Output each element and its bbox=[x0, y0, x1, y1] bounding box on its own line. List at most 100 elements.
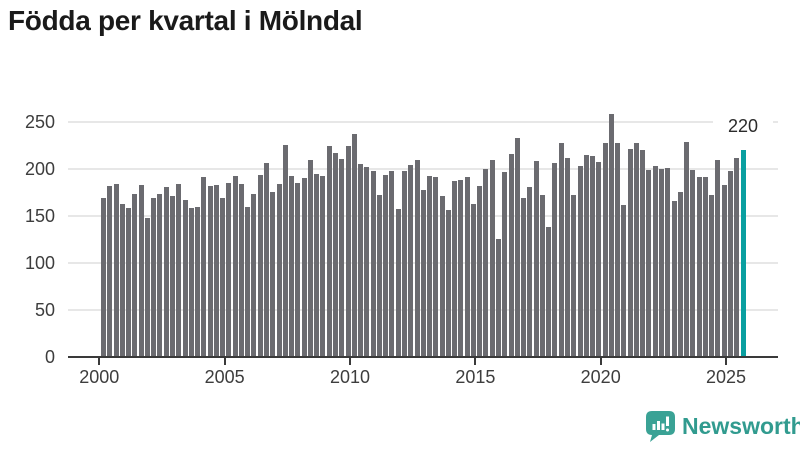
bar-2008Q4 bbox=[320, 175, 326, 357]
bar-2007Q2 bbox=[282, 144, 288, 357]
bar-2021Q4 bbox=[646, 169, 652, 357]
bar-2009Q3 bbox=[339, 158, 345, 357]
bar-2015Q3 bbox=[489, 159, 495, 357]
bar-2005Q2 bbox=[232, 175, 238, 357]
y-axis-label: 0 bbox=[44, 347, 55, 367]
bar-2018Q4 bbox=[571, 195, 577, 357]
bar-2003Q1 bbox=[176, 184, 182, 357]
gridline bbox=[68, 121, 778, 123]
bar-2004Q3 bbox=[213, 184, 219, 357]
bar-2009Q2 bbox=[332, 153, 338, 357]
bar-2025Q2 bbox=[734, 157, 740, 357]
bar-2025Q1 bbox=[728, 170, 733, 357]
bar-2002Q4 bbox=[169, 196, 175, 357]
bar-2024Q4 bbox=[721, 184, 727, 357]
bar-2008Q1 bbox=[301, 178, 307, 357]
bar-2000Q2 bbox=[107, 185, 113, 357]
bar-2012Q3 bbox=[414, 159, 420, 357]
bar-2018Q2 bbox=[558, 142, 564, 357]
bar-2006Q4 bbox=[270, 191, 276, 357]
bar-2004Q2 bbox=[207, 185, 213, 357]
bar-2012Q4 bbox=[420, 189, 426, 357]
x-axis-label: 2010 bbox=[329, 367, 371, 387]
bar-2013Q3 bbox=[439, 196, 445, 357]
bar-2006Q2 bbox=[257, 174, 263, 357]
bar-2014Q2 bbox=[458, 180, 464, 357]
last-value-label: 220 bbox=[713, 116, 774, 136]
bar-2015Q1 bbox=[477, 185, 483, 357]
bar-2008Q2 bbox=[307, 159, 313, 357]
bar-2005Q3 bbox=[238, 184, 244, 357]
bar-2000Q4 bbox=[119, 203, 125, 357]
brand-name: Newsworthy bbox=[682, 413, 800, 439]
bar-2009Q4 bbox=[345, 146, 351, 357]
bar-2015Q2 bbox=[483, 169, 489, 357]
bar-2014Q4 bbox=[470, 203, 476, 357]
bar-2022Q3 bbox=[665, 168, 671, 357]
bar-2020Q1 bbox=[602, 142, 608, 357]
bar-2019Q4 bbox=[596, 162, 602, 357]
bar-2009Q1 bbox=[326, 145, 332, 357]
bar-2010Q4 bbox=[370, 170, 376, 357]
x-axis-tick bbox=[98, 358, 101, 365]
bar-2003Q4 bbox=[195, 206, 201, 357]
bar-2022Q2 bbox=[659, 169, 665, 357]
bar-2007Q3 bbox=[289, 175, 295, 357]
x-axis-label: 2000 bbox=[79, 367, 120, 387]
bar-2020Q2 bbox=[608, 113, 614, 357]
bar-2007Q4 bbox=[295, 183, 301, 357]
bar-2016Q2 bbox=[508, 153, 514, 357]
bar-2019Q2 bbox=[583, 154, 589, 357]
bar-2012Q2 bbox=[408, 165, 414, 357]
bar-2017Q2 bbox=[533, 161, 539, 357]
bar-2023Q1 bbox=[677, 191, 683, 357]
bar-2023Q3 bbox=[690, 169, 696, 357]
bar-2016Q3 bbox=[514, 137, 520, 357]
x-axis-tick bbox=[474, 358, 477, 365]
bar-2023Q4 bbox=[696, 177, 702, 357]
chart-title: Födda per kvartal i Mölndal bbox=[8, 5, 363, 36]
bar-2002Q2 bbox=[157, 194, 163, 357]
brand-footer[interactable]: Newsworthy bbox=[646, 411, 800, 442]
y-axis-label: 250 bbox=[24, 112, 55, 132]
x-axis-label: 2005 bbox=[204, 367, 245, 387]
bar-2020Q3 bbox=[615, 142, 621, 357]
bar-2016Q4 bbox=[521, 198, 527, 357]
y-axis-label: 150 bbox=[24, 206, 55, 226]
bar-2020Q4 bbox=[621, 204, 627, 357]
bar-2011Q1 bbox=[376, 195, 382, 357]
bar-2025Q3 bbox=[740, 150, 746, 357]
bar-2016Q1 bbox=[502, 171, 508, 357]
y-axis-label: 200 bbox=[24, 159, 55, 179]
bar-2014Q1 bbox=[452, 181, 458, 357]
x-axis-tick bbox=[349, 358, 351, 365]
bar-2024Q2 bbox=[709, 195, 715, 357]
x-axis-label: 2020 bbox=[580, 367, 621, 387]
bar-2008Q3 bbox=[314, 173, 320, 357]
bar-2006Q1 bbox=[251, 194, 257, 357]
bar-2021Q3 bbox=[640, 150, 646, 357]
bar-2019Q3 bbox=[590, 155, 596, 357]
x-axis-tick bbox=[223, 358, 226, 365]
bar-2022Q1 bbox=[652, 166, 658, 357]
bar-2006Q3 bbox=[264, 163, 270, 357]
bar-2003Q3 bbox=[188, 207, 194, 357]
bar-2010Q3 bbox=[364, 167, 370, 357]
bar-2022Q4 bbox=[671, 200, 677, 357]
bar-2018Q1 bbox=[552, 163, 558, 357]
bar-2011Q3 bbox=[389, 170, 395, 357]
bar-2011Q2 bbox=[383, 174, 389, 357]
bar-2017Q3 bbox=[539, 195, 545, 357]
bar-2002Q3 bbox=[163, 186, 169, 357]
bar-2005Q4 bbox=[245, 206, 251, 357]
bar-2019Q1 bbox=[577, 166, 583, 357]
bar-2024Q3 bbox=[715, 159, 721, 357]
x-axis-label: 2015 bbox=[455, 367, 496, 387]
bar-2005Q1 bbox=[226, 183, 232, 357]
bar-2010Q2 bbox=[358, 164, 364, 357]
bar-2001Q2 bbox=[132, 194, 138, 357]
bar-2001Q1 bbox=[126, 208, 132, 357]
x-axis-line bbox=[68, 356, 778, 358]
bar-2021Q1 bbox=[627, 149, 633, 357]
